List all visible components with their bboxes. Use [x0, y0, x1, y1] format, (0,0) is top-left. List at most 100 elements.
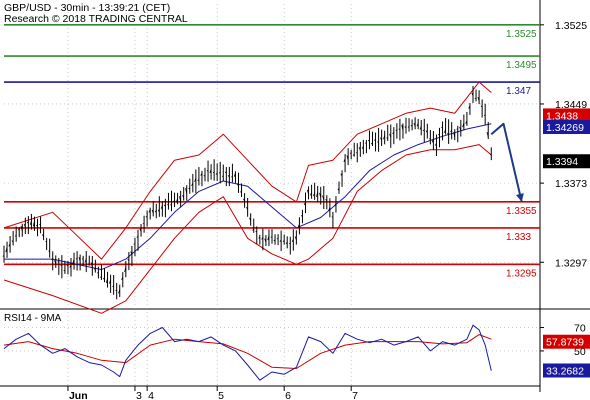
- price-bar-open: [352, 154, 355, 156]
- price-bar-open: [261, 237, 264, 240]
- price-bar-open: [401, 124, 404, 131]
- bollinger-upper-line: [3, 81, 492, 260]
- price-bar-open: [273, 239, 276, 242]
- rsi-line: [3, 324, 492, 381]
- price-bar-open: [465, 120, 468, 124]
- level-label-support: 1.3355: [506, 206, 537, 217]
- price-tick-label: 1.3297: [555, 257, 587, 269]
- price-bar-open: [243, 198, 245, 202]
- price-bar-open: [133, 243, 136, 245]
- price-bar-open: [29, 220, 32, 225]
- price-bar-open: [163, 204, 166, 207]
- rsi-plot: [3, 324, 540, 381]
- price-bar-open: [303, 201, 306, 206]
- time-tick-label: 7: [352, 390, 358, 400]
- price-bar-open: [173, 200, 175, 202]
- price-bar-open: [477, 97, 480, 101]
- price-bar-open: [185, 188, 188, 194]
- price-bar-open: [75, 258, 78, 260]
- rsi-tick-label: 70: [574, 323, 586, 335]
- price-bar-open: [285, 241, 288, 245]
- price-bar-open: [121, 277, 124, 280]
- price-tag-label: 1.34269: [546, 122, 584, 134]
- price-bar-open: [316, 191, 319, 197]
- price-bar-open: [54, 260, 57, 265]
- price-bar-open: [419, 126, 422, 130]
- price-bar-open: [413, 122, 416, 127]
- price-bar-open: [78, 257, 81, 262]
- time-tick-label: 3: [136, 390, 142, 400]
- price-tick-label: 1.3449: [555, 99, 587, 111]
- price-bar-open: [109, 279, 111, 284]
- price-bar-open: [236, 183, 239, 187]
- price-bar-open: [151, 209, 154, 214]
- price-bar-open: [60, 265, 63, 267]
- price-bar-open: [459, 126, 462, 131]
- price-bar-open: [191, 183, 194, 187]
- price-bar-open: [179, 196, 182, 202]
- price-bar-open: [471, 92, 474, 96]
- forecast-arrow-head: [516, 193, 524, 202]
- price-bar-open: [200, 173, 203, 176]
- price-tag-box: [543, 108, 590, 123]
- price-bar-open: [124, 266, 127, 273]
- price-bar-open: [197, 179, 200, 181]
- price-tick-label: 1.3373: [555, 178, 587, 190]
- price-bar-open: [69, 265, 72, 268]
- rsi-tag-box: [543, 334, 590, 349]
- price-bar-open: [422, 129, 425, 131]
- price-tag-label: 1.3438: [546, 110, 578, 122]
- price-bar-open: [346, 155, 349, 161]
- moving-average-line: [4, 123, 492, 271]
- research-credit: Research © 2018 TRADING CENTRAL: [4, 13, 188, 25]
- price-bar-open: [32, 220, 35, 227]
- price-bar-open: [306, 189, 309, 195]
- price-bar-open: [224, 171, 227, 173]
- price-tag-box: [543, 154, 590, 169]
- price-bar-open: [35, 224, 38, 227]
- price-bar-open: [215, 172, 218, 175]
- rsi-tag-label: 57.8739: [546, 337, 584, 349]
- price-bar-open: [72, 258, 75, 265]
- price-bar-open: [157, 208, 160, 212]
- price-bar-open: [258, 236, 261, 239]
- price-bar-open: [246, 206, 248, 210]
- price-bar-open: [374, 138, 376, 141]
- price-bar-open: [462, 122, 465, 128]
- price-bar-open: [102, 277, 105, 281]
- price-bar-open: [310, 192, 312, 196]
- price-bar-open: [130, 251, 133, 255]
- price-bar-open: [11, 240, 14, 243]
- price-bar-open: [343, 158, 346, 162]
- time-tick-label: 6: [285, 390, 291, 400]
- price-bar-open: [325, 199, 328, 201]
- price-bar-open: [361, 146, 364, 149]
- price-bar-open: [209, 169, 212, 174]
- level-label-support: 1.3295: [506, 268, 537, 279]
- price-bar-open: [291, 239, 294, 242]
- price-bar-open: [294, 236, 297, 240]
- price-bar-open: [23, 224, 26, 227]
- price-bar-open: [252, 228, 255, 231]
- rsi-tick-label: 50: [574, 346, 586, 358]
- price-bar-open: [425, 130, 428, 134]
- price-bar-open: [99, 276, 102, 279]
- price-bar-open: [176, 198, 178, 203]
- price-bar-open: [84, 258, 87, 263]
- price-bar-open: [240, 191, 242, 193]
- price-bar-open: [300, 215, 303, 217]
- price-bar-open: [112, 285, 114, 287]
- price-bar-open: [26, 221, 29, 224]
- price-bar-open: [188, 187, 190, 190]
- price-bar-open: [5, 247, 8, 253]
- price-bar-open: [93, 267, 96, 270]
- price-bar-open: [358, 147, 361, 151]
- bollinger-lower-line: [3, 144, 492, 314]
- price-bar-open: [264, 238, 267, 243]
- price-bar-open: [57, 261, 60, 263]
- level-label-pivot: 1.347: [506, 86, 531, 97]
- price-bar-open: [453, 132, 456, 137]
